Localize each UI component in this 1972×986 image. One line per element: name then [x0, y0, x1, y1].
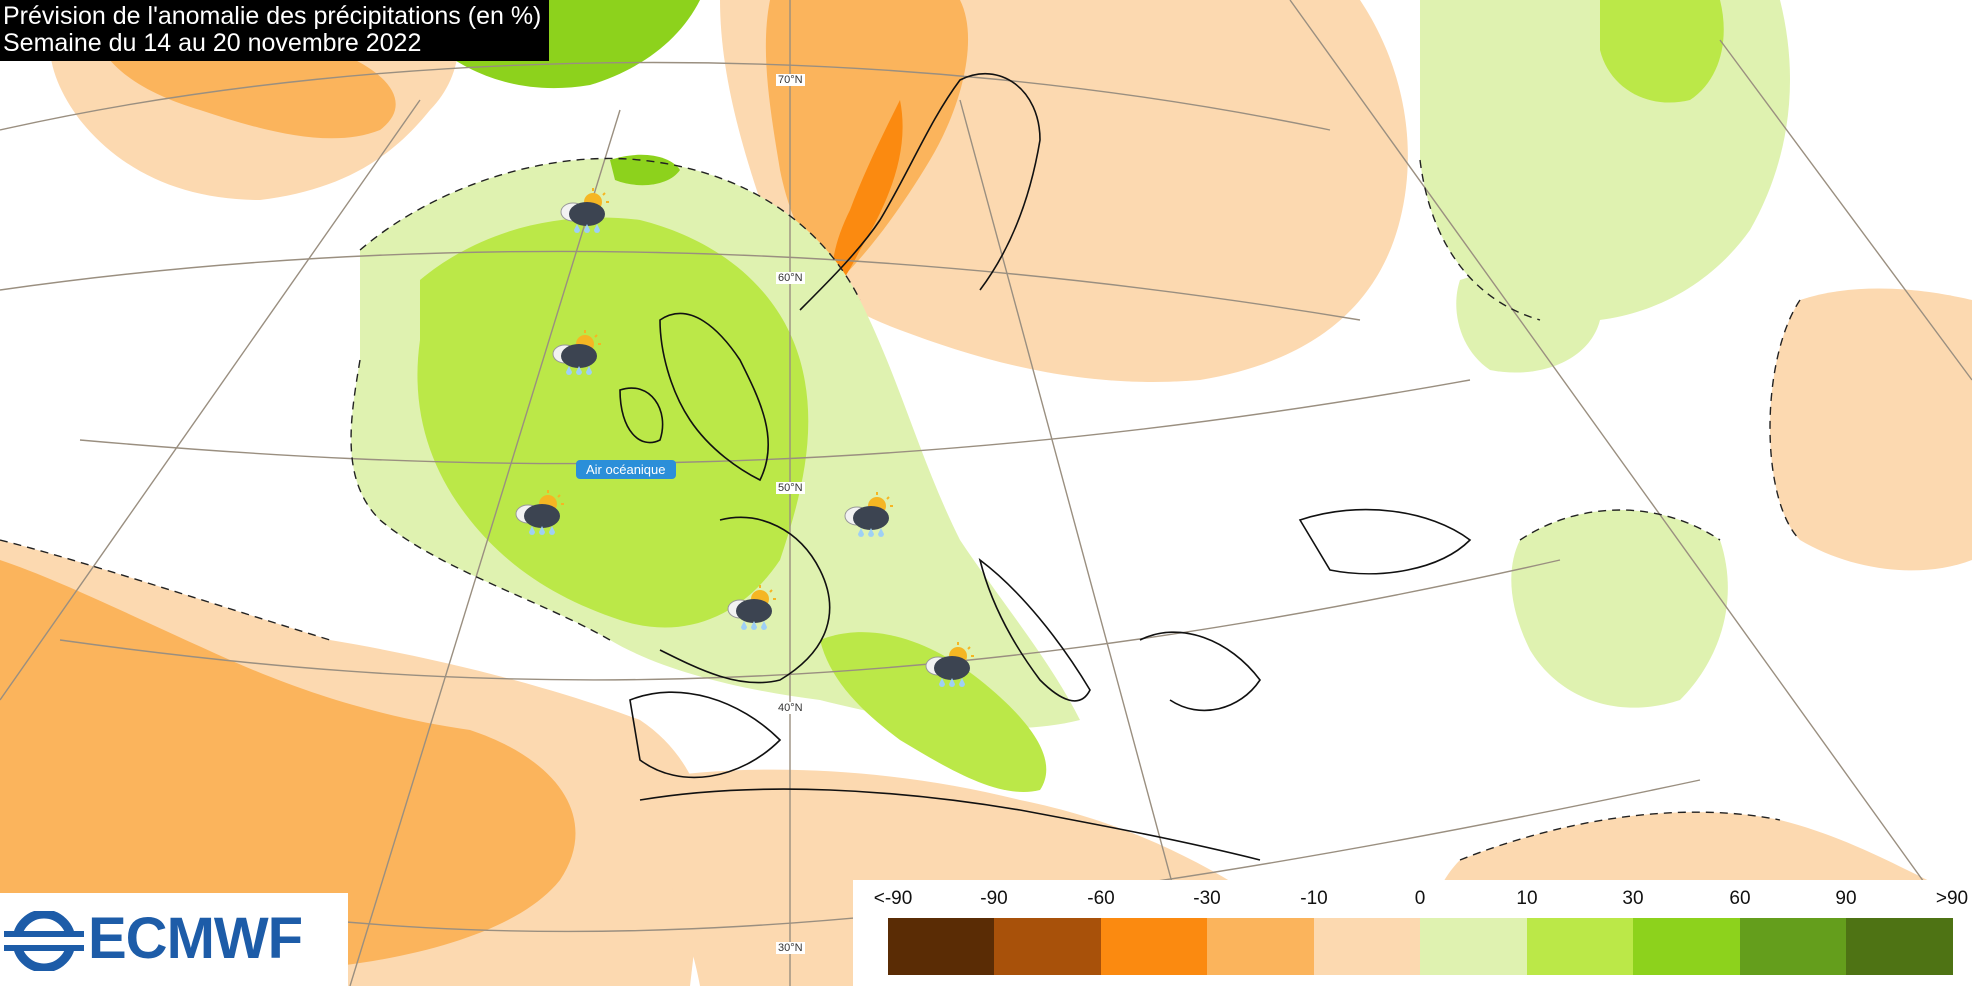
coastline-balkans: [1139, 631, 1261, 712]
anomaly-zone-norway-very-dry: [765, 0, 969, 280]
legend-swatch: [994, 918, 1101, 975]
rain-shower-icon: [553, 188, 617, 240]
legend-label: 60: [1729, 888, 1751, 909]
contour-line: [1459, 811, 1781, 861]
coastline-black-sea: [1298, 508, 1472, 575]
legend-swatch: [888, 918, 995, 975]
coastline-ireland: [619, 387, 664, 444]
legend-swatch: [1101, 918, 1208, 975]
title-line-1: Prévision de l'anomalie des précipitatio…: [3, 2, 542, 30]
rain-shower-icon: [918, 642, 982, 694]
latitude-label: 40°N: [776, 702, 805, 714]
legend-swatch: [1207, 918, 1314, 975]
meridian-line: [959, 99, 1201, 986]
ecmwf-emblem-icon: [4, 911, 84, 971]
contour-line: [0, 539, 331, 641]
coastline-britain: [659, 312, 769, 482]
legend-label: <-90: [873, 888, 913, 909]
coastlines: [619, 72, 1472, 861]
legend-label: 0: [1414, 888, 1426, 909]
meridian-line: [1289, 0, 1972, 951]
contour-line: [350, 359, 611, 641]
anomaly-zone-atlantic-moderate-wet: [417, 217, 809, 628]
rain-shower-icon: [545, 330, 609, 382]
legend-swatch: [1420, 918, 1527, 975]
meridian-line: [0, 99, 421, 701]
legend-swatch: [1633, 918, 1740, 975]
contour-line: [359, 157, 861, 301]
rain-shower-icon: [508, 490, 572, 542]
coastline-iberia: [629, 691, 782, 779]
contour-line: [1419, 159, 1541, 321]
meridian-line: [1719, 39, 1972, 381]
anomaly-zone-norway-coast: [832, 100, 903, 292]
logo-text: ECMWF: [88, 906, 303, 971]
latitude-label: 30°N: [776, 942, 805, 954]
latitude-label: 60°N: [776, 272, 805, 284]
title-line-2: Semaine du 14 au 20 novembre 2022: [3, 29, 422, 57]
meridian-line: [349, 109, 621, 986]
parallel-line: [0, 61, 1331, 131]
legend-label: -30: [1193, 888, 1221, 909]
latitude-label: 50°N: [776, 482, 805, 494]
parallel-line: [59, 559, 1561, 681]
legend-label: 30: [1622, 888, 1644, 909]
legend-label: 90: [1835, 888, 1857, 909]
ecmwf-logo: ECMWF: [0, 893, 348, 986]
contour-line: [1519, 509, 1721, 541]
legend-swatch: [1740, 918, 1847, 975]
colour-legend: <-90 -90 -60 -30 -10 0 10 30 60 90 >90: [853, 880, 1972, 986]
coastline-france: [659, 516, 831, 684]
rain-shower-icon: [720, 585, 784, 637]
air-mass-tag: Air océanique: [576, 460, 676, 479]
latitude-label: 70°N: [776, 74, 805, 86]
anomaly-zone-caspian-wet: [1511, 510, 1728, 708]
anomaly-zone-russia-moderate-wet: [1600, 0, 1724, 103]
coastline-italy: [978, 558, 1091, 702]
contour-line: [1769, 299, 1801, 541]
zero-contours: [0, 157, 1801, 861]
legend-label: -60: [1087, 888, 1115, 909]
parallel-line: [0, 250, 1361, 321]
rain-shower-icon: [837, 492, 901, 544]
legend-label: -90: [980, 888, 1008, 909]
legend-swatch: [1846, 918, 1953, 975]
legend-swatch: [1314, 918, 1421, 975]
map-title: Prévision de l'anomalie des précipitatio…: [0, 0, 550, 61]
coastline-scandinavia: [799, 72, 1041, 311]
legend-label: 10: [1516, 888, 1538, 909]
anomaly-zone-atlantic-very-dry: [0, 560, 576, 986]
anomaly-zone-east-dry-2: [1770, 288, 1972, 571]
legend-label: -10: [1300, 888, 1328, 909]
legend-swatch: [1527, 918, 1634, 975]
anomaly-zone-italy-wet: [820, 632, 1047, 792]
legend-label: >90: [1935, 888, 1969, 909]
coastline-north-africa: [639, 788, 1261, 861]
